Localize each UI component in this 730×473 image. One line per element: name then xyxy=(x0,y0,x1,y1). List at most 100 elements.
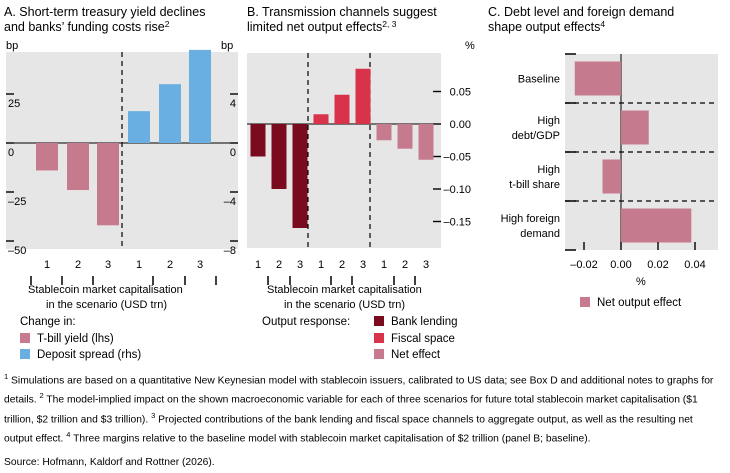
panel-c-bar-net-output xyxy=(574,61,621,96)
panel-a-bar-deposit xyxy=(189,49,211,143)
panel-a-x-tick-label: 2 xyxy=(167,259,173,271)
panel-b-xlabel-line2: in the scenario (USD trn) xyxy=(284,299,405,311)
panel-a-title-sup: 2 xyxy=(165,19,170,29)
panel-a-right-unit: bp xyxy=(221,40,233,52)
panel-b-tick-label: –0.15 xyxy=(443,217,471,229)
panel-a-title-line1: A. Short-term treasury yield declines xyxy=(4,5,205,19)
panel-b-x-tick-label: 1 xyxy=(381,259,387,271)
panel-c-xunit: % xyxy=(636,276,646,288)
panel-c-title-line1: C. Debt level and foreign demand xyxy=(488,5,674,19)
legend-label-fiscal-space: Fiscal space xyxy=(391,333,455,345)
source-note: Source: Hofmann, Kaldorf and Rottner (20… xyxy=(4,457,215,468)
panel-a-bar-tbill xyxy=(97,143,119,226)
panel-b-x-tick-label: 3 xyxy=(360,259,366,271)
panel-a-left-tick-label: –50 xyxy=(8,245,26,257)
panel-b-title-sup: 2, 3 xyxy=(382,19,396,29)
legend-swatch-bank-lending xyxy=(374,316,384,326)
panel-a-left-tick-label: 25 xyxy=(8,98,20,110)
panel-c-category-label: High foreign xyxy=(501,213,560,225)
panel-b-tick-label: 0.00 xyxy=(450,119,471,131)
panel-c-category-label: Baseline xyxy=(518,74,560,86)
legend-swatch-deposit xyxy=(20,349,30,359)
panel-c-category-label: High xyxy=(537,115,560,127)
panel-b-xlabel-line1: Stablecoin market capitalisation xyxy=(267,284,422,296)
panel-b-title-line1: B. Transmission channels suggest xyxy=(247,5,437,19)
panel-b-bar-bank-lending xyxy=(292,124,308,228)
footnote-2-marker: 2 xyxy=(39,391,44,401)
panel-a-right-tick-label: 4 xyxy=(230,98,236,110)
panel-a-xlabel-line2: in the scenario (USD trn) xyxy=(46,299,167,311)
footnote-2-text: The model-implied impact on the shown ma… xyxy=(4,394,698,426)
legend-label-deposit: Deposit spread (rhs) xyxy=(37,349,141,361)
panel-b-tick-label: –0.05 xyxy=(443,152,471,164)
legend-label-net-effect: Net effect xyxy=(391,349,441,361)
footnote-3-marker: 3 xyxy=(151,410,156,420)
footnote-1-text: Simulations are based on a quantitative … xyxy=(4,375,714,406)
panel-c-bar-net-output xyxy=(621,208,692,243)
panel-a-legend-title: Change in: xyxy=(20,316,76,328)
panel-b-bar-net-effect xyxy=(418,124,434,160)
panel-b-bar-fiscal-space xyxy=(355,68,371,124)
panel-c-title-line2: shape output effects xyxy=(488,20,600,34)
panel-b-bar-bank-lending xyxy=(271,124,287,189)
panel-a-x-tick-label: 2 xyxy=(75,259,81,271)
footnote-1-marker: 1 xyxy=(4,372,9,381)
legend-swatch-fiscal-space xyxy=(374,333,384,343)
legend-label-bank-lending: Bank lending xyxy=(391,316,458,328)
footnote-4-marker: 4 xyxy=(66,430,71,440)
panel-b-bar-fiscal-space xyxy=(334,94,350,124)
panel-b-title-line2: limited net output effects xyxy=(247,20,382,34)
panel-b-x-tick-label: 2 xyxy=(339,259,345,271)
panel-a-right-tick-label: –8 xyxy=(224,245,236,257)
panel-b-bar-bank-lending xyxy=(250,124,266,157)
footnote-4-text: Three margins relative to the baseline m… xyxy=(73,433,591,445)
svg-text:limited net output effects2, 3: limited net output effects2, 3 xyxy=(247,19,397,34)
panel-a: A. Short-term treasury yield declines an… xyxy=(4,5,238,361)
panel-b-x-tick-label: 2 xyxy=(276,259,282,271)
panel-c-x-tick-label: 0.00 xyxy=(610,259,631,271)
svg-text:shape output effects4: shape output effects4 xyxy=(488,19,605,34)
panel-c-category-label: t-bill share xyxy=(509,179,560,191)
panel-c-x-tick-label: 0.02 xyxy=(647,259,668,271)
panel-c-x-tick-label: –0.02 xyxy=(570,259,598,271)
panel-a-bar-deposit xyxy=(128,111,150,143)
panel-c-category-label: High xyxy=(537,164,560,176)
panel-b-tick-label: –0.10 xyxy=(443,184,471,196)
panel-a-title-line2: and banks’ funding costs rise xyxy=(4,20,165,34)
panel-a-x-tick-label: 3 xyxy=(197,259,203,271)
panel-b-legend-title: Output response: xyxy=(262,316,350,328)
panel-a-bar-tbill xyxy=(67,143,89,191)
panel-b-unit: % xyxy=(465,40,475,52)
svg-text:and banks’ funding costs rise2: and banks’ funding costs rise2 xyxy=(4,19,170,34)
panel-a-bar-tbill xyxy=(36,143,58,171)
legend-swatch-tbill xyxy=(20,333,30,343)
panel-c: C. Debt level and foreign demand shape o… xyxy=(488,5,718,309)
panel-c-x-tick-label: 0.04 xyxy=(684,259,705,271)
panel-b-bar-net-effect xyxy=(397,124,413,149)
panel-a-xlabel-line1: Stablecoin market capitalisation xyxy=(28,284,183,296)
panel-b-x-tick-label: 3 xyxy=(423,259,429,271)
panel-a-x-tick-label: 1 xyxy=(136,259,142,271)
panel-c-category-label: debt/GDP xyxy=(512,130,560,142)
footnote-3-text: Projected contributions of the bank lend… xyxy=(4,414,693,445)
legend-swatch-net-effect xyxy=(374,349,384,359)
legend-swatch-net-output xyxy=(580,297,590,307)
panel-a-right-tick-label: 0 xyxy=(230,147,236,159)
panel-a-left-unit: bp xyxy=(6,40,18,52)
panel-b-x-tick-label: 1 xyxy=(255,259,261,271)
panel-b-x-tick-label: 3 xyxy=(297,259,303,271)
panel-b-tick-label: 0.05 xyxy=(450,87,471,99)
panel-a-bar-deposit xyxy=(159,84,181,143)
panel-c-category-label: demand xyxy=(520,228,560,240)
panel-a-left-tick-label: –25 xyxy=(8,196,26,208)
panel-c-title-sup: 4 xyxy=(600,19,605,29)
panel-c-bar-net-output xyxy=(621,110,649,145)
footnotes: 1 Simulations are based on a quantitativ… xyxy=(4,369,724,447)
panel-b-bar-net-effect xyxy=(376,124,392,141)
panel-b: B. Transmission channels suggest limited… xyxy=(247,5,475,361)
panel-a-x-tick-label: 1 xyxy=(44,259,50,271)
panel-a-right-tick-label: –4 xyxy=(224,196,236,208)
legend-label-net-output: Net output effect xyxy=(597,297,682,309)
panel-b-bar-fiscal-space xyxy=(313,114,329,124)
